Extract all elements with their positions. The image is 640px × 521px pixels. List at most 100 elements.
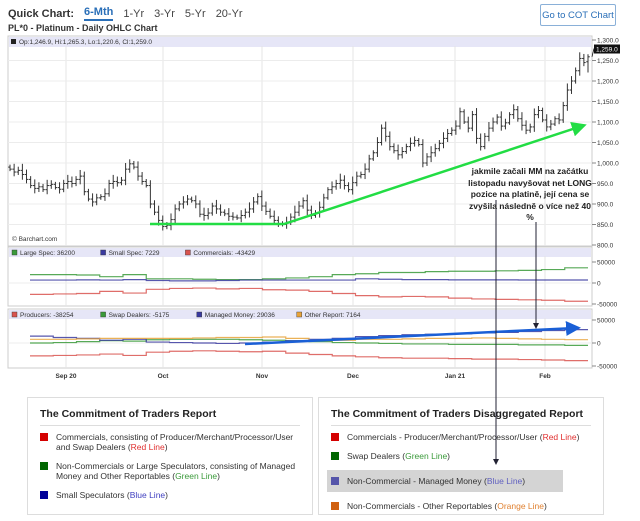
ohlc-bar	[338, 173, 343, 189]
legend-text: Non-Commercials - Other Reportables (Ora…	[347, 501, 547, 511]
tab-6-mth[interactable]: 6-Mth	[84, 6, 114, 21]
ohlc-bar	[342, 175, 347, 190]
legend-item: Non-Commercials or Large Speculators, co…	[40, 461, 300, 481]
legend-label: Large Spec: 36200	[20, 250, 75, 257]
ohlc-bar	[540, 107, 545, 123]
y-tick-label: 1,200.0	[597, 79, 619, 86]
ohlc-bar	[462, 109, 466, 124]
ohlc-readout: Op:1,246.9, Hi:1,265.3, Lo:1,220.6, Cl:1…	[19, 39, 152, 46]
legend-swatch	[11, 311, 18, 318]
x-tick-label: Feb	[539, 373, 551, 380]
ohlc-bar	[115, 176, 120, 187]
barchart-watermark: © Barchart.com	[12, 235, 57, 243]
y-tick-label: 800.0	[597, 243, 614, 250]
tab-3-yr[interactable]: 3-Yr	[154, 7, 175, 20]
ohlc-bar	[458, 107, 462, 130]
cot-report-legend: The Commitment of Traders Report Commerc…	[27, 397, 313, 515]
ohlc-bar	[214, 199, 219, 214]
legend-swatch	[100, 311, 106, 318]
ohlc-bar	[396, 144, 400, 160]
y-tick-label: 50000	[597, 318, 615, 325]
ohlc-bar	[569, 76, 574, 94]
ohlc-bar	[53, 181, 58, 190]
legend-swatch	[100, 249, 106, 256]
tab-1-yr[interactable]: 1-Yr	[123, 7, 145, 20]
ohlc-bar	[421, 139, 425, 168]
tab-20-yr[interactable]: 20-Yr	[215, 7, 243, 20]
legend-text: Small Speculators (Blue Line)	[56, 490, 168, 500]
legend-item: Small Speculators (Blue Line)	[40, 490, 300, 500]
tab-5-yr[interactable]: 5-Yr	[184, 7, 206, 20]
ohlc-bar	[140, 172, 144, 185]
ohlc-bar	[404, 143, 409, 154]
ohlc-bar	[185, 194, 190, 206]
legend-label: Managed Money: 29036	[205, 312, 275, 319]
ohlc-bar	[379, 124, 384, 146]
ohlc-bar	[247, 202, 252, 218]
ohlc-bar	[152, 200, 157, 216]
ohlc-bar	[441, 132, 446, 149]
legend-text: Swap Dealers (Green Line)	[347, 451, 451, 461]
y-tick-label: 950.0	[597, 181, 614, 188]
last-price-box	[594, 44, 620, 54]
ohlc-bar	[536, 106, 541, 119]
ohlc-bar	[511, 104, 516, 119]
ohlc-bar	[334, 179, 338, 190]
cot-chart[interactable]: 1,300.0 1,250.0 1,200.0 1,150.0 1,100.0 1,050…	[0, 0, 640, 395]
legend-item: Non-Commercial - Managed Money (Blue Lin…	[327, 470, 563, 492]
legend-swatch	[11, 249, 18, 256]
legend-item: Commercials, consisting of Producer/Merc…	[40, 432, 300, 452]
ohlc-bar	[503, 118, 508, 130]
legend-swatch	[196, 311, 203, 318]
y-tick-label: 0	[597, 341, 601, 348]
ohlc-bar	[474, 108, 479, 144]
y-tick-label: -50000	[597, 364, 618, 371]
legend-title: The Commitment of Traders Report	[40, 408, 300, 426]
ohlc-bar	[355, 171, 359, 187]
ohlc-bar	[45, 179, 49, 195]
ohlc-bar	[20, 163, 25, 180]
ohlc-bar	[582, 53, 586, 67]
ohlc-bar	[74, 176, 78, 187]
legend-item: Swap Dealers (Green Line)	[331, 451, 591, 461]
ohlc-bar	[367, 154, 371, 173]
ohlc-bar	[268, 208, 272, 219]
ohlc-bar	[86, 188, 91, 202]
ohlc-bar	[243, 208, 248, 219]
ohlc-bar	[148, 180, 153, 209]
ohlc-bar	[136, 161, 140, 181]
y-tick-label: 1,050.0	[597, 140, 619, 147]
ohlc-bar	[561, 101, 566, 123]
panel-frame	[7, 35, 593, 247]
ohlc-bar	[392, 143, 396, 154]
ohlc-bar	[103, 188, 107, 201]
ohlc-bar	[487, 122, 491, 142]
ohlc-bar	[321, 193, 326, 211]
ohlc-bar	[557, 113, 561, 125]
ohlc-bar	[206, 208, 210, 220]
ohlc-bar	[32, 179, 37, 194]
ohlc-bar	[264, 201, 268, 215]
legend-text: Commercials, consisting of Producer/Merc…	[56, 432, 294, 452]
ohlc-bar	[330, 181, 334, 194]
panel-header	[9, 248, 591, 257]
ohlc-bar	[400, 147, 405, 159]
legend-label: Producers: -38254	[20, 312, 74, 319]
legend-label: Other Report: 7164	[305, 312, 361, 319]
ohlc-bar	[28, 176, 33, 189]
ohlc-bar	[57, 182, 62, 194]
y-tick-label: -50000	[597, 302, 618, 309]
ohlc-bar	[255, 193, 260, 205]
ohlc-bar	[239, 210, 243, 223]
x-tick-label: Oct	[158, 373, 170, 380]
ohlc-bar	[507, 112, 512, 125]
ohlc-bar	[346, 182, 351, 193]
ohlc-bar	[383, 121, 388, 142]
y-tick-label: 1,300.0	[597, 38, 619, 45]
ohlc-bar	[123, 163, 128, 186]
last-price-connector	[591, 48, 595, 57]
go-to-cot-chart-button[interactable]: Go to COT Chart	[540, 4, 616, 26]
y-tick-label: 1,250.0	[597, 58, 619, 65]
y-tick-label: 1,150.0	[597, 99, 619, 106]
series-line-producers	[30, 350, 588, 362]
